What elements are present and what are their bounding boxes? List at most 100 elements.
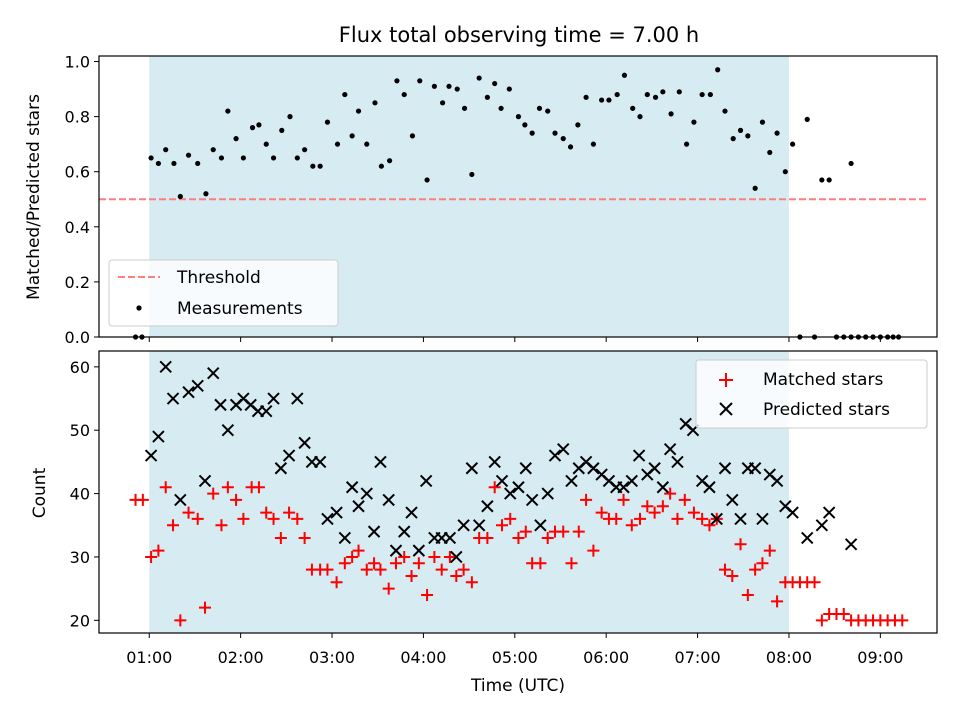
predicted-star-point: [557, 443, 570, 456]
matched-star-point: [450, 569, 463, 582]
measurement-point: [249, 125, 256, 131]
matched-star-point: [398, 550, 411, 563]
predicted-star-point: [274, 462, 288, 475]
predicted-star-point: [481, 500, 494, 513]
predicted-star-point: [382, 493, 395, 507]
measurement-point: [652, 94, 659, 100]
measurement-point: [417, 78, 423, 84]
predicted-star-point: [313, 455, 327, 469]
measurement-point: [171, 160, 177, 167]
measurement-point: [590, 141, 596, 147]
matched-star-point: [671, 512, 684, 525]
y-tick-label: 1.0: [65, 53, 90, 72]
predicted-star-point: [625, 474, 638, 488]
matched-star-point: [696, 512, 709, 525]
measurement-point: [484, 94, 490, 100]
predicted-star-point: [152, 430, 165, 443]
y-tick-label: 40: [70, 485, 90, 504]
measurement-point: [715, 67, 721, 73]
shade-rect: [149, 351, 789, 633]
matched-star-point: [412, 557, 425, 570]
measurement-point: [536, 105, 543, 111]
measurement-point: [446, 83, 452, 89]
predicted-star-point: [495, 474, 509, 488]
matched-star-point: [595, 506, 608, 519]
predicted-star-point: [191, 379, 204, 393]
measurement-point: [454, 86, 460, 92]
predicted-star-point: [457, 519, 470, 532]
predicted-star-point: [710, 512, 723, 526]
measurement-point: [745, 133, 751, 139]
measurement-point: [163, 147, 169, 153]
measurement-point: [819, 177, 825, 183]
predicted-star-point: [443, 531, 457, 545]
matched-star-point: [703, 519, 716, 532]
matched-star-point: [587, 544, 600, 557]
x-tick-label: 06:00: [583, 648, 629, 667]
matched-star-point: [687, 506, 700, 519]
predicted-star-point: [488, 455, 501, 469]
predicted-star-point: [389, 544, 403, 557]
measurement-point: [225, 108, 231, 114]
predicted-star-point: [345, 481, 359, 494]
matched-star-point: [237, 512, 250, 525]
matched-star-point: [557, 525, 570, 538]
predicted-star-point: [214, 398, 227, 412]
measurement-point: [583, 94, 589, 100]
predicted-star-point: [822, 506, 836, 519]
measurement-point: [621, 72, 628, 78]
measurement-point: [707, 91, 713, 98]
predicted-star-point: [159, 360, 172, 374]
matched-star-point: [726, 569, 739, 582]
predicted-star-point: [786, 506, 799, 519]
measurement-point: [155, 160, 162, 167]
measurement-point: [506, 86, 512, 92]
measurement-point: [522, 122, 528, 128]
x-tick-label: 07:00: [675, 648, 721, 667]
measurement-point: [759, 119, 766, 125]
bottom-legend: Matched stars Predicted stars: [695, 359, 928, 429]
y-tick-label: 30: [70, 548, 90, 567]
predicted-star-point: [512, 481, 525, 494]
measurement-point: [575, 122, 581, 128]
measurement-point: [310, 163, 316, 169]
matched-star-point: [648, 506, 661, 519]
count-points: [129, 360, 909, 627]
matched-star-point: [808, 576, 821, 589]
predicted-star-point: [338, 531, 352, 545]
measurement-point: [606, 97, 612, 103]
measurement-point: [560, 136, 566, 142]
top-y-axis-label: Matched/Predicted stars: [24, 94, 44, 300]
measurements-legend-swatch: [136, 305, 142, 311]
predicted-star-point: [367, 525, 381, 538]
predicted-star-point: [748, 462, 762, 475]
matched-star-point: [534, 557, 547, 570]
matched-star-point: [346, 550, 359, 563]
measurement-point: [203, 191, 209, 197]
measurement-point: [637, 114, 643, 120]
bottom-panel: 20 30 40 50 60 01:00 02:00 03:00 04:00 05:00 06:0…: [30, 350, 938, 696]
matched-star-point: [443, 550, 456, 563]
predicted-star-point: [587, 462, 600, 475]
matched-star-point: [352, 544, 365, 557]
predicted-star-point: [374, 455, 387, 469]
predicted-star-point: [648, 462, 661, 475]
predicted-star-point: [182, 385, 195, 399]
predicted-star-point: [525, 493, 539, 507]
matched-star-point: [136, 493, 149, 506]
measurement-point: [263, 141, 269, 147]
matched-star-point: [390, 557, 403, 570]
predicted-star-point: [291, 392, 304, 405]
predicted-star-point: [330, 506, 343, 519]
matched-star-point: [541, 531, 554, 544]
measurement-point: [630, 105, 636, 111]
matched-star-point: [512, 531, 525, 544]
matched-star-point: [580, 493, 593, 506]
predicted-star-point: [472, 519, 486, 532]
measurement-point: [848, 160, 854, 167]
measurement-point: [826, 177, 832, 183]
measurement-point: [324, 119, 331, 125]
measurement-point: [317, 163, 323, 169]
predicted-star-point: [632, 449, 646, 462]
